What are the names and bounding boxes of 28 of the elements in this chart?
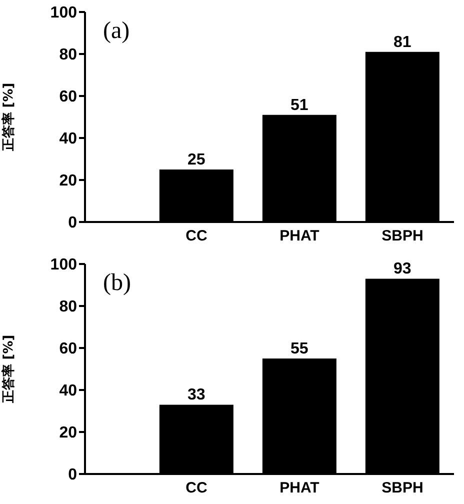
y-tick-label: 40 xyxy=(59,382,78,400)
y-tick-label: 0 xyxy=(68,466,78,484)
x-tick-label: PHAT xyxy=(280,480,320,497)
y-tick-label: 60 xyxy=(59,88,78,106)
y-tick-label: 0 xyxy=(68,214,78,232)
y-axis-title: 正答率 [%] xyxy=(0,334,17,404)
data-label: 25 xyxy=(188,152,206,168)
data-label: 33 xyxy=(188,386,206,404)
x-tick-label: SBPH xyxy=(382,228,424,245)
data-label: 93 xyxy=(394,260,412,278)
y-tick-label: 80 xyxy=(59,298,78,316)
y-tick-label: 40 xyxy=(59,130,78,148)
y-tick-label: 20 xyxy=(59,172,78,190)
chart-title: (b) xyxy=(103,270,131,297)
data-label: 55 xyxy=(290,340,308,358)
y-tick-label: 20 xyxy=(59,424,78,442)
x-tick-label: CC xyxy=(186,228,208,245)
y-tick-label: 100 xyxy=(50,4,78,22)
data-label: 51 xyxy=(290,96,308,114)
y-axis-title: 正答率 [%] xyxy=(0,82,17,152)
data-label: 81 xyxy=(394,34,412,51)
y-tick-label: 60 xyxy=(59,340,78,358)
x-tick-label: SBPH xyxy=(382,480,424,497)
x-tick-label: PHAT xyxy=(280,228,320,245)
x-tick-label: CC xyxy=(186,480,208,497)
chart-title: (a) xyxy=(103,18,130,45)
y-tick-label: 100 xyxy=(50,256,78,274)
y-tick-label: 80 xyxy=(59,46,78,64)
